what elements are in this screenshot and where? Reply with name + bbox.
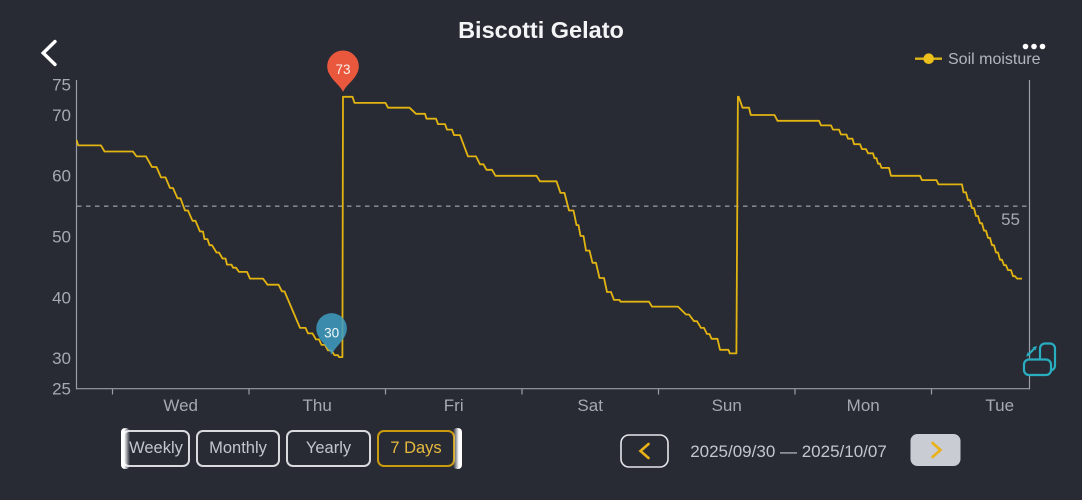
svg-text:Fri: Fri: [444, 396, 464, 415]
svg-text:60: 60: [52, 167, 71, 186]
svg-text:Mon: Mon: [847, 396, 880, 415]
svg-text:55: 55: [1001, 210, 1020, 229]
svg-text:50: 50: [52, 228, 71, 247]
svg-text:30: 30: [324, 325, 339, 340]
svg-text:2025/09/30 — 2025/10/07: 2025/09/30 — 2025/10/07: [690, 442, 887, 461]
svg-text:Sat: Sat: [577, 396, 603, 415]
svg-text:Thu: Thu: [303, 396, 332, 415]
svg-text:Sun: Sun: [712, 396, 742, 415]
svg-text:73: 73: [335, 62, 350, 77]
svg-text:Soil moisture: Soil moisture: [948, 51, 1041, 68]
svg-text:25: 25: [52, 380, 71, 399]
svg-text:Wed: Wed: [163, 396, 198, 415]
svg-text:70: 70: [52, 106, 71, 125]
svg-text:Tue: Tue: [985, 396, 1014, 415]
svg-text:30: 30: [52, 349, 71, 368]
svg-text:75: 75: [52, 76, 71, 95]
svg-text:40: 40: [52, 288, 71, 307]
